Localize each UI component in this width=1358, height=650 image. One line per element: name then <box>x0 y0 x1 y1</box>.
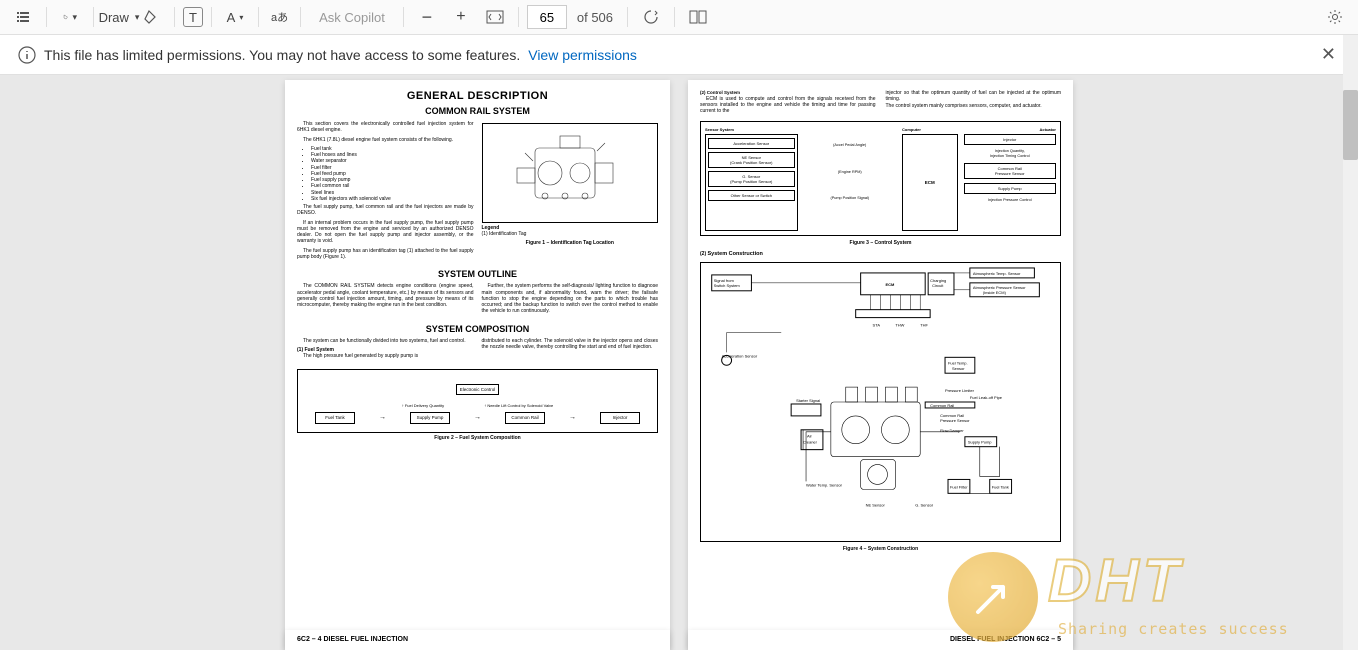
highlight-tool[interactable]: ▾ <box>55 3 85 31</box>
text-tool[interactable]: T <box>183 7 203 27</box>
svg-text:Circuit: Circuit <box>932 282 944 287</box>
close-banner-button[interactable]: ✕ <box>1317 40 1340 69</box>
view-permissions-link[interactable]: View permissions <box>528 47 637 63</box>
permission-banner: This file has limited permissions. You m… <box>0 35 1358 75</box>
figure-3-caption: Figure 3 – Control System <box>700 240 1061 246</box>
svg-text:Starter Signal: Starter Signal <box>796 398 820 403</box>
pdf-toolbar: ▾ Draw▾ T A▾ aあ Ask Copilot − + of 506 <box>0 0 1358 35</box>
page-view-button[interactable] <box>683 3 713 31</box>
zoom-out-button[interactable]: − <box>412 3 442 31</box>
rotate-button[interactable] <box>636 3 666 31</box>
svg-text:Atmospheric Temp. Sensor: Atmospheric Temp. Sensor <box>973 270 1021 275</box>
svg-text:NE Sensor: NE Sensor <box>866 502 886 507</box>
figure-1-image <box>482 123 659 223</box>
pdf-page-right: (2) Control System ECM is used to comput… <box>688 80 1073 650</box>
vertical-scrollbar[interactable] <box>1343 35 1358 650</box>
scrollbar-thumb[interactable] <box>1343 90 1358 160</box>
page-subtitle: COMMON RAIL SYSTEM <box>297 106 658 117</box>
page-total: of 506 <box>571 10 619 25</box>
outline-heading: SYSTEM OUTLINE <box>297 269 658 280</box>
info-icon <box>18 46 36 64</box>
draw-label: Draw <box>99 10 129 25</box>
pdf-page-left: GENERAL DESCRIPTION COMMON RAIL SYSTEM T… <box>285 80 670 650</box>
figure-4-caption: Figure 4 – System Construction <box>700 546 1061 552</box>
svg-text:Sensor: Sensor <box>952 366 965 371</box>
svg-text:Cleaner: Cleaner <box>803 439 818 444</box>
font-tool[interactable]: A▾ <box>220 3 250 31</box>
next-page-left-header: 6C2 – 4 DIESEL FUEL INJECTION <box>285 630 670 650</box>
svg-text:Common Rail: Common Rail <box>930 402 954 407</box>
svg-text:Supply Pump: Supply Pump <box>968 439 992 444</box>
svg-text:Pressure Limiter: Pressure Limiter <box>945 388 975 393</box>
page-title: GENERAL DESCRIPTION <box>297 90 658 104</box>
fit-page-button[interactable] <box>480 3 510 31</box>
figure-3-diagram: Sensor System Acceleration Sensor NE Sen… <box>700 121 1061 236</box>
draw-tool[interactable]: Draw▾ <box>102 3 132 31</box>
next-page-row: 6C2 – 4 DIESEL FUEL INJECTION DIESEL FUE… <box>0 630 1358 650</box>
svg-text:Switch System: Switch System <box>714 282 741 287</box>
toc-icon[interactable] <box>8 3 38 31</box>
svg-text:THF: THF <box>920 322 928 327</box>
translate-tool[interactable]: aあ <box>267 3 292 31</box>
svg-text:Fuel Filter: Fuel Filter <box>950 484 968 489</box>
zoom-in-button[interactable]: + <box>446 3 476 31</box>
erase-tool[interactable] <box>136 3 166 31</box>
settings-icon[interactable] <box>1320 3 1350 31</box>
svg-text:Fuel Temp.: Fuel Temp. <box>948 360 968 365</box>
component-list: Fuel tankFuel hoses and lines Water sepa… <box>311 146 474 202</box>
svg-text:ECM: ECM <box>885 281 895 286</box>
svg-text:STA: STA <box>873 322 881 327</box>
figure-1-caption: Figure 1 – Identification Tag Location <box>482 240 659 246</box>
permission-message: This file has limited permissions. You m… <box>44 47 520 63</box>
svg-text:Pressure Sensor: Pressure Sensor <box>940 417 970 422</box>
svg-text:Fuel Leak-off Pipe: Fuel Leak-off Pipe <box>970 395 1003 400</box>
svg-text:THW: THW <box>895 322 904 327</box>
svg-text:(Inside ECM): (Inside ECM) <box>983 289 1007 294</box>
figure-4-diagram: Signal fromSwitch System ECM ChargingCir… <box>700 262 1061 542</box>
svg-text:G. Sensor: G. Sensor <box>915 502 934 507</box>
next-page-right-header: DIESEL FUEL INJECTION 6C2 – 5 <box>688 630 1073 650</box>
composition-heading: SYSTEM COMPOSITION <box>297 324 658 335</box>
figure-2-diagram: Electronic Control ↑ Fuel Delivery Quant… <box>297 369 658 433</box>
page-number-input[interactable] <box>527 5 567 29</box>
svg-text:Fuel Tank: Fuel Tank <box>992 484 1009 489</box>
figure-2-caption: Figure 2 – Fuel System Composition <box>297 435 658 441</box>
svg-text:Water Temp. Sensor: Water Temp. Sensor <box>806 482 843 487</box>
pdf-viewport: GENERAL DESCRIPTION COMMON RAIL SYSTEM T… <box>0 75 1358 650</box>
ask-copilot[interactable]: Ask Copilot <box>309 10 395 25</box>
svg-text:Air: Air <box>807 433 813 438</box>
